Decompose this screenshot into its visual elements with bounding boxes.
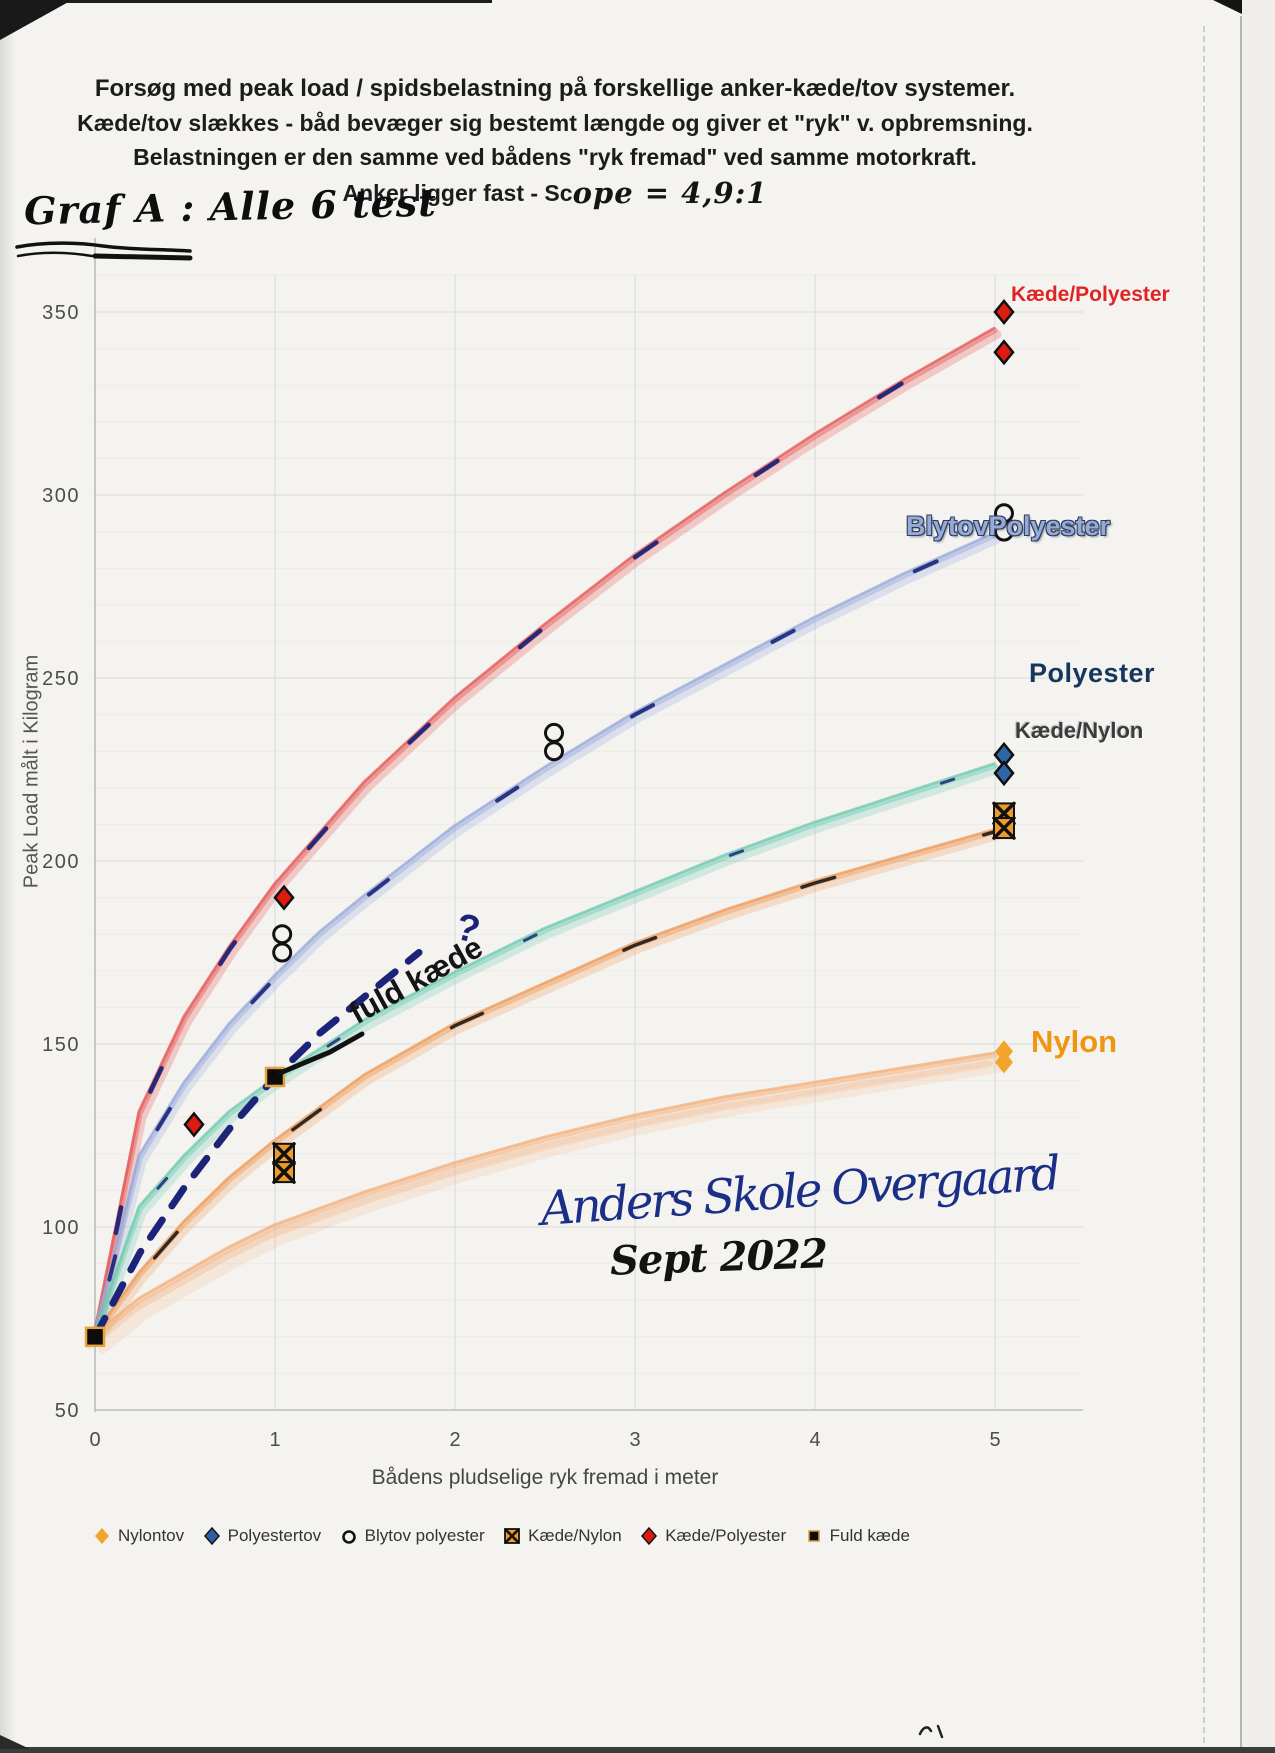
x-tick-label: 1 xyxy=(269,1429,280,1451)
x-tick-label: 3 xyxy=(629,1429,640,1451)
graf-a-underline xyxy=(15,241,193,261)
marker-circle-open xyxy=(544,722,564,743)
marker-circle-open xyxy=(544,741,564,762)
series-label-polyester: Polyester xyxy=(1029,658,1156,688)
title-line-2: Kæde/tov slækkes - båd bevæger sig beste… xyxy=(77,110,1033,136)
marker-diamond-red xyxy=(273,884,295,911)
square-black-icon xyxy=(807,1530,820,1542)
legend-item-nylontov: Nylontov xyxy=(92,1526,184,1546)
square-x-icon xyxy=(504,1528,521,1544)
diamond-red-icon xyxy=(641,1526,658,1546)
y-tick-label: 100 xyxy=(42,1217,80,1239)
y-tick-label: 250 xyxy=(42,668,80,690)
marker-diamond-red xyxy=(993,299,1015,325)
scan-right-margin xyxy=(1242,0,1275,1753)
series-polyester xyxy=(92,741,1015,1346)
tick-labels: 350 300 250 200 150 100 50 0 1 2 3 4 5 xyxy=(42,302,1000,1451)
scan-line-solid xyxy=(1240,16,1242,1753)
marker-diamond-red xyxy=(183,1111,205,1138)
legend-label: Kæde/Nylon xyxy=(528,1526,622,1545)
title-line-1: Forsøg med peak load / spidsbelastning p… xyxy=(94,75,1016,102)
scan-line-dotted xyxy=(1203,26,1205,1753)
chart-generated: 350 300 250 200 150 100 50 0 1 2 3 4 5 xyxy=(42,238,1083,1451)
y-tick-label: 150 xyxy=(42,1034,80,1056)
marker-diamond-red xyxy=(993,339,1015,366)
date-handwritten: Sept 2022 xyxy=(609,1230,828,1285)
title-block: Forsøg med peak load / spidsbelastning p… xyxy=(0,72,1110,210)
legend-label: Nylontov xyxy=(118,1526,185,1545)
series-label-kaede-polyester: Kæde/Polyester xyxy=(1011,283,1170,306)
y-tick-label: 200 xyxy=(42,851,80,873)
gridlines xyxy=(94,238,1083,1412)
scan-corner-bottom-left xyxy=(0,1735,30,1749)
marker-circle-open xyxy=(272,924,293,945)
series-k-de-nylon xyxy=(92,801,1016,1346)
diamond-navy-icon xyxy=(203,1526,220,1546)
x-tick-label: 5 xyxy=(989,1429,1000,1451)
legend-item-polyestertov: Polyestertov xyxy=(202,1526,322,1546)
legend-label: Fuld kæde xyxy=(829,1526,910,1545)
marker-square-x xyxy=(272,1142,296,1166)
legend-item-blytov-polyester: Blytov polyester xyxy=(339,1526,485,1546)
scan-edge-shadow xyxy=(0,0,16,1753)
legend-item-fuld-kaede: Fuld kæde xyxy=(804,1526,910,1546)
series-k-de-polyester xyxy=(92,299,1015,1346)
legend-item-kaede-nylon: Kæde/Nylon xyxy=(502,1526,622,1546)
scan-corner-top-left xyxy=(0,0,72,40)
marker-square-black xyxy=(84,1326,106,1348)
scan-top-edge xyxy=(0,0,492,3)
stray-ink-marks xyxy=(918,1724,944,1739)
x-tick-label: 2 xyxy=(449,1429,460,1451)
y-axis-title: Peak Load målt i Kilogram xyxy=(20,654,43,889)
y-tick-label: 300 xyxy=(42,485,80,507)
marker-circle-open xyxy=(994,521,1014,542)
marker-diamond-blue xyxy=(993,760,1015,787)
x-tick-label: 0 xyxy=(89,1429,100,1451)
legend-label: Polyestertov xyxy=(227,1526,322,1545)
series-nylon xyxy=(85,1040,1013,1354)
x-tick-label: 4 xyxy=(809,1429,820,1451)
series-label-blytov-polyester: BlytovPolyester xyxy=(906,511,1111,541)
title-line-4: Anker ligger fast - Scope = 4,9:1 xyxy=(0,174,1110,210)
legend: Nylontov Polyestertov Blytov polyester K… xyxy=(92,1526,910,1546)
series-label-kaede-nylon: Kæde/Nylon xyxy=(1015,718,1144,743)
legend-label: Kæde/Polyester xyxy=(665,1526,787,1545)
scan-bottom-edge xyxy=(0,1747,1275,1753)
marker-circle-open xyxy=(272,942,293,963)
y-tick-label: 50 xyxy=(55,1400,80,1422)
series-blytovpolyester xyxy=(92,503,1014,1346)
title-line-4-printed: Anker ligger fast - Sc xyxy=(342,180,573,206)
title-line-3: Belastningen er den samme ved bådens "ry… xyxy=(133,144,977,170)
marker-diamond-orange xyxy=(995,1051,1013,1074)
series-label-nylon: Nylon xyxy=(1031,1024,1118,1059)
marker-square-x xyxy=(992,816,1016,840)
graf-a-handwritten: Graf A : Alle 6 test xyxy=(23,179,438,234)
fuld-kaede-leader-line xyxy=(277,1031,365,1076)
scope-handwritten: ope = 4,9:1 xyxy=(572,176,768,210)
y-tick-label: 350 xyxy=(42,302,80,324)
x-axis-title: Bådens pludselige ryk fremad i meter xyxy=(371,1466,719,1489)
circle-open-icon xyxy=(341,1530,356,1544)
marker-square-x xyxy=(272,1160,296,1184)
legend-label: Blytov polyester xyxy=(364,1526,485,1545)
diamond-orange-icon xyxy=(95,1528,109,1544)
legend-item-kaede-polyester: Kæde/Polyester xyxy=(639,1526,786,1546)
